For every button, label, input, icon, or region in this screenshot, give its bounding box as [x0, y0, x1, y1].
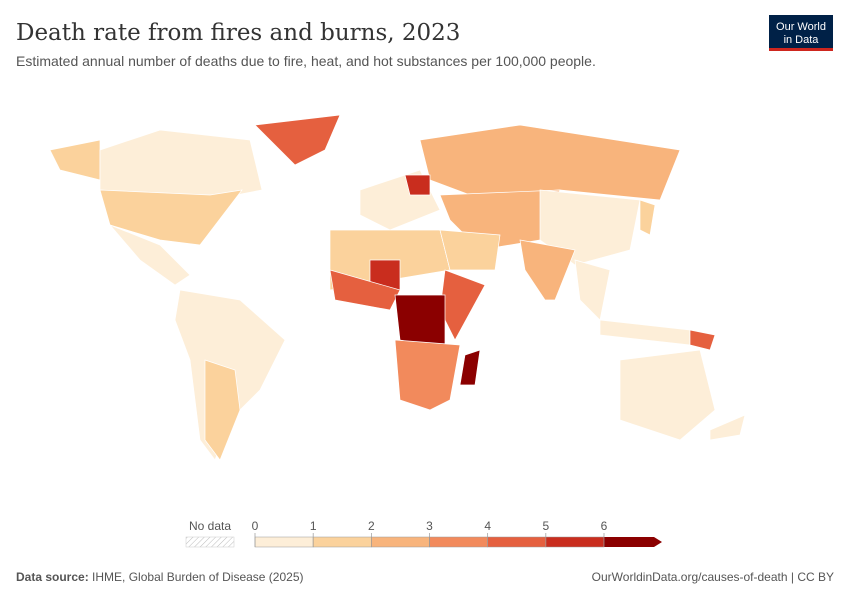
- logo[interactable]: Our World in Data: [769, 15, 833, 51]
- country[interactable]: [394, 339, 461, 411]
- legend-bin: [312, 536, 372, 548]
- legend-bin: [429, 536, 488, 548]
- country[interactable]: [204, 359, 241, 461]
- legend: No data 0 1 2 3 4 5 6: [185, 519, 662, 548]
- legend-bin: [254, 536, 314, 548]
- subtitle: Estimated annual number of deaths due to…: [16, 53, 596, 69]
- legend-bin: [545, 536, 605, 548]
- footer-source: Data source: IHME, Global Burden of Dise…: [16, 570, 303, 584]
- legend-tick-label: 4: [484, 519, 491, 533]
- legend-tick-label: 3: [426, 519, 433, 533]
- country[interactable]: [49, 139, 101, 181]
- footer-url[interactable]: OurWorldinData.org/causes-of-death | CC …: [592, 570, 834, 584]
- logo-box[interactable]: [769, 15, 833, 51]
- country[interactable]: [619, 349, 716, 441]
- logo-bar: [769, 48, 833, 51]
- world-map: [49, 114, 746, 461]
- country[interactable]: [439, 269, 486, 341]
- title: Death rate from fires and burns, 2023: [16, 20, 460, 46]
- logo-text: Our World: [776, 21, 826, 33]
- country[interactable]: [419, 124, 681, 201]
- country[interactable]: [404, 174, 431, 196]
- country[interactable]: [329, 269, 401, 311]
- country[interactable]: [689, 329, 716, 351]
- legend-bin: [487, 536, 547, 548]
- country[interactable]: [99, 129, 263, 201]
- country[interactable]: [539, 189, 641, 266]
- country[interactable]: [574, 259, 611, 321]
- source-label: Data source:: [16, 570, 89, 584]
- country[interactable]: [254, 114, 341, 166]
- legend-tick-label: 5: [542, 519, 549, 533]
- country[interactable]: [439, 229, 501, 271]
- no-data-swatch[interactable]: [185, 536, 235, 548]
- country[interactable]: [519, 239, 576, 301]
- legend-tick-label: 1: [310, 519, 317, 533]
- country[interactable]: [599, 319, 691, 346]
- no-data-label: No data: [189, 519, 231, 533]
- country[interactable]: [459, 349, 481, 386]
- country[interactable]: [709, 414, 746, 441]
- country[interactable]: [639, 199, 656, 236]
- logo-text: in Data: [784, 34, 820, 46]
- legend-tick-label: 2: [368, 519, 375, 533]
- country[interactable]: [109, 224, 191, 286]
- legend-tick-label: 6: [601, 519, 608, 533]
- legend-bin: [371, 536, 430, 548]
- legend-tick-label: 0: [252, 519, 259, 533]
- source: IHME, Global Burden of Disease (2025): [92, 570, 303, 584]
- legend-bin: [604, 537, 662, 547]
